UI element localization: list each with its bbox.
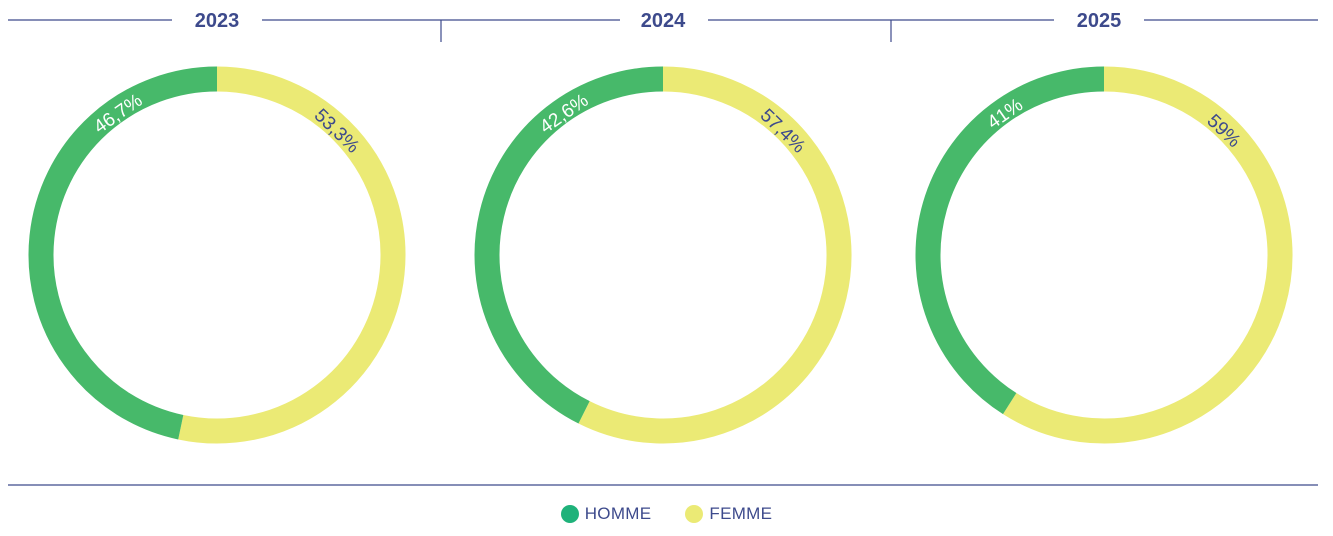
donut-slice-homme-2023 (28, 66, 218, 440)
donut-slice-femme-2023 (178, 66, 406, 444)
chart-title-2024: 2024 (641, 10, 686, 32)
donut-group: 53,3%46,7% 57,4%42,6% 59%41% (28, 66, 1293, 444)
chart-title-2023: 2023 (195, 10, 240, 32)
legend-item-homme: HOMME (560, 504, 652, 524)
donut-slice-homme-2025 (915, 66, 1105, 415)
donut-slice-femme-2025 (1003, 66, 1293, 444)
donut-slice-homme-2024 (474, 66, 664, 424)
donut-slice-femme-2024 (578, 66, 852, 444)
legend-label-femme: FEMME (709, 504, 773, 523)
legend-label-homme: HOMME (584, 504, 652, 523)
legend-swatch-femme (685, 505, 704, 523)
legend-swatch-homme (560, 505, 579, 523)
legend-item-femme: FEMME (685, 504, 772, 524)
chart-title-2025: 2025 (1077, 10, 1122, 32)
legend: HOMME FEMME (0, 500, 1333, 528)
